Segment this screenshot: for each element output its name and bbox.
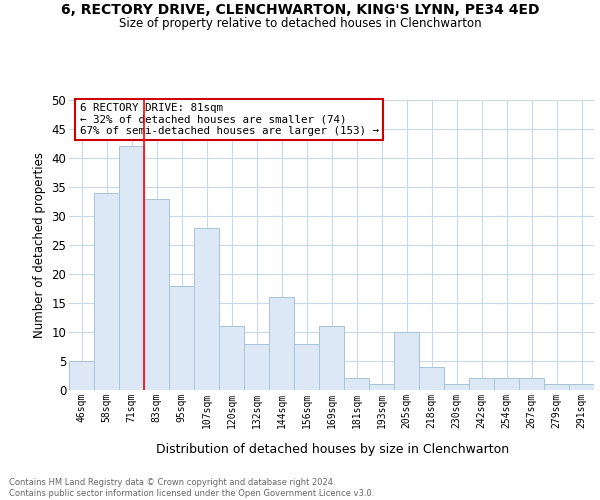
Text: Distribution of detached houses by size in Clenchwarton: Distribution of detached houses by size … (157, 442, 509, 456)
Bar (394, 332, 419, 390)
Bar (344, 378, 369, 390)
Bar (94, 193, 119, 390)
Bar (244, 344, 269, 390)
Text: 6, RECTORY DRIVE, CLENCHWARTON, KING'S LYNN, PE34 4ED: 6, RECTORY DRIVE, CLENCHWARTON, KING'S L… (61, 2, 539, 16)
Bar (444, 384, 469, 390)
Bar (194, 228, 219, 390)
Bar (544, 384, 569, 390)
Bar (269, 297, 294, 390)
Bar (169, 286, 194, 390)
Bar (494, 378, 519, 390)
Bar (519, 378, 544, 390)
Text: 6 RECTORY DRIVE: 81sqm
← 32% of detached houses are smaller (74)
67% of semi-det: 6 RECTORY DRIVE: 81sqm ← 32% of detached… (79, 103, 379, 136)
Y-axis label: Number of detached properties: Number of detached properties (33, 152, 46, 338)
Bar (219, 326, 244, 390)
Text: Size of property relative to detached houses in Clenchwarton: Size of property relative to detached ho… (119, 18, 481, 30)
Bar (469, 378, 494, 390)
Bar (144, 198, 169, 390)
Bar (369, 384, 394, 390)
Bar (69, 361, 94, 390)
Bar (119, 146, 144, 390)
Bar (569, 384, 594, 390)
Bar (319, 326, 344, 390)
Bar (419, 367, 444, 390)
Text: Contains HM Land Registry data © Crown copyright and database right 2024.
Contai: Contains HM Land Registry data © Crown c… (9, 478, 374, 498)
Bar (294, 344, 319, 390)
